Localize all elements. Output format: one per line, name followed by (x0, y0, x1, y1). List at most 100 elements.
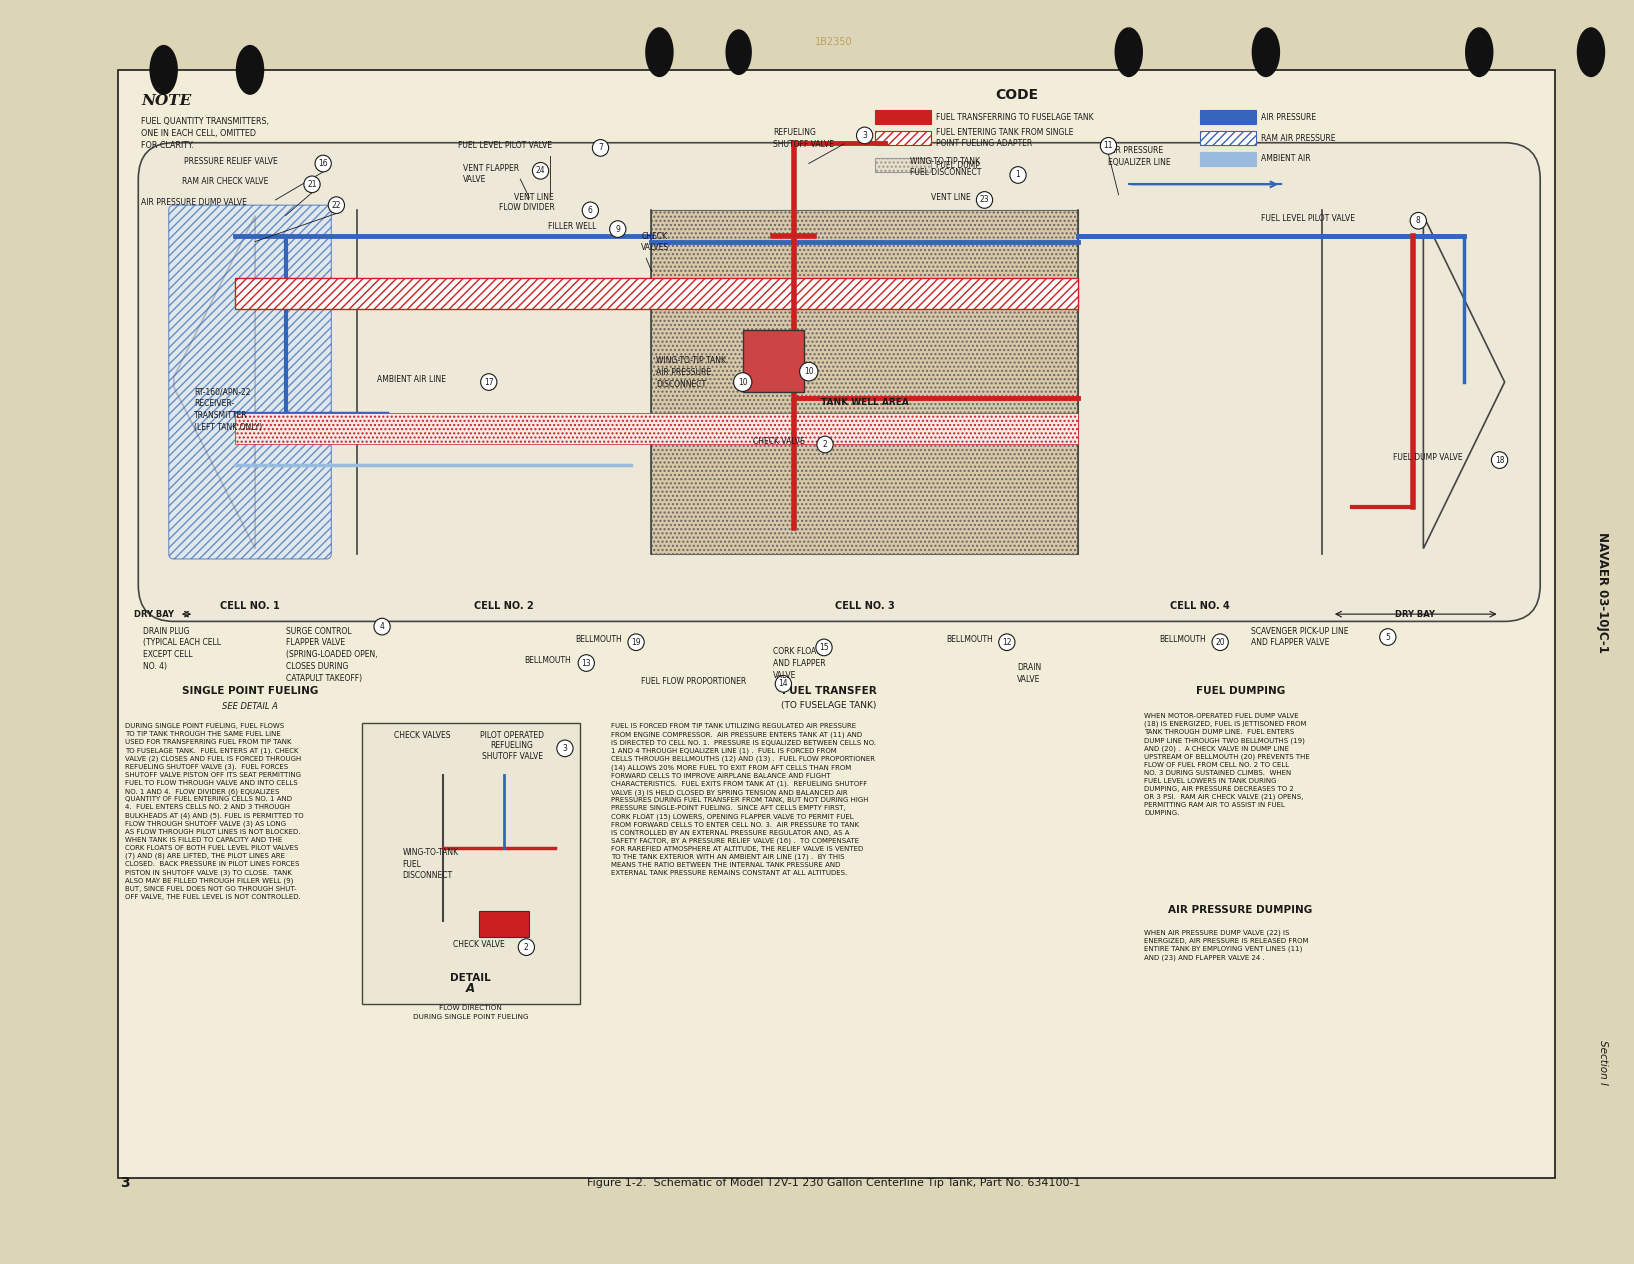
Circle shape (609, 221, 626, 238)
Circle shape (374, 618, 391, 635)
Text: 2: 2 (822, 440, 827, 449)
Circle shape (775, 675, 791, 693)
Text: VALVES: VALVES (641, 243, 670, 252)
Circle shape (998, 633, 1015, 651)
Circle shape (799, 363, 819, 380)
Text: FLOW DIVIDER: FLOW DIVIDER (498, 204, 554, 212)
Text: WHEN AIR PRESSURE DUMP VALVE (22) IS
ENERGIZED, AIR PRESSURE IS RELEASED FROM
EN: WHEN AIR PRESSURE DUMP VALVE (22) IS ENE… (1144, 929, 1309, 961)
Text: VENT FLAPPER: VENT FLAPPER (464, 164, 520, 173)
Text: RAM AIR PRESSURE: RAM AIR PRESSURE (1261, 134, 1335, 143)
Text: SCAVENGER PICK-UP LINE
AND FLAPPER VALVE: SCAVENGER PICK-UP LINE AND FLAPPER VALVE (1250, 627, 1348, 647)
Circle shape (627, 633, 644, 651)
Text: WHEN MOTOR-OPERATED FUEL DUMP VALVE
(18) IS ENERGIZED, FUEL IS JETTISONED FROM
T: WHEN MOTOR-OPERATED FUEL DUMP VALVE (18)… (1144, 713, 1310, 817)
Text: REFUELING: REFUELING (490, 742, 534, 751)
Text: FUEL DISCONNECT: FUEL DISCONNECT (910, 168, 982, 177)
Text: AMBIENT AIR LINE: AMBIENT AIR LINE (377, 375, 446, 384)
Text: RT-160/APN-22
RECEIVER-
TRANSMITTER
(LEFT TANK ONLY): RT-160/APN-22 RECEIVER- TRANSMITTER (LEF… (194, 387, 263, 432)
Text: BELLMOUTH: BELLMOUTH (575, 636, 623, 645)
Text: FUEL LEVEL PILOT VALVE: FUEL LEVEL PILOT VALVE (458, 140, 552, 150)
Circle shape (1212, 633, 1229, 651)
Text: CELL NO. 3: CELL NO. 3 (835, 600, 894, 611)
Text: VENT LINE: VENT LINE (515, 193, 554, 202)
Ellipse shape (149, 46, 178, 95)
Text: EQUALIZER LINE: EQUALIZER LINE (1108, 158, 1172, 167)
Text: 17: 17 (484, 378, 493, 387)
Bar (874, 158, 931, 172)
Text: REFUELING: REFUELING (773, 129, 815, 138)
Text: 21: 21 (307, 179, 317, 188)
Text: BELLMOUTH: BELLMOUTH (946, 636, 992, 645)
Text: 10: 10 (804, 367, 814, 377)
Text: PRESSURE RELIEF VALVE: PRESSURE RELIEF VALVE (185, 157, 278, 166)
Text: PILOT OPERATED: PILOT OPERATED (480, 731, 544, 739)
Text: AIR PRESSURE DUMPING: AIR PRESSURE DUMPING (1168, 905, 1312, 915)
Text: FUEL IS FORCED FROM TIP TANK UTILIZING REGULATED AIR PRESSURE
FROM ENGINE COMPRE: FUEL IS FORCED FROM TIP TANK UTILIZING R… (611, 723, 876, 876)
Text: 15: 15 (819, 643, 828, 652)
Ellipse shape (645, 28, 673, 77)
Text: FUEL QUANTITY TRANSMITTERS,
ONE IN EACH CELL, OMITTED
FOR CLARITY.: FUEL QUANTITY TRANSMITTERS, ONE IN EACH … (141, 116, 270, 150)
Text: DRY BAY: DRY BAY (134, 609, 173, 618)
Text: CHECK VALVE: CHECK VALVE (753, 437, 804, 446)
Text: 10: 10 (739, 378, 747, 387)
Circle shape (817, 436, 833, 453)
Text: DURING SINGLE POINT FUELING: DURING SINGLE POINT FUELING (413, 1014, 528, 1020)
Text: WING-TO-TANK
FUEL
DISCONNECT: WING-TO-TANK FUEL DISCONNECT (402, 848, 459, 880)
Ellipse shape (235, 46, 265, 95)
Circle shape (557, 739, 574, 757)
Text: 3: 3 (562, 743, 567, 753)
Circle shape (518, 939, 534, 956)
Text: 7: 7 (598, 143, 603, 153)
Bar (235, 278, 1078, 310)
Text: BELLMOUTH: BELLMOUTH (1159, 636, 1206, 645)
Text: NAVAER 03-10JC-1: NAVAER 03-10JC-1 (1596, 532, 1609, 652)
Ellipse shape (1577, 28, 1605, 77)
Text: FLOW DIRECTION: FLOW DIRECTION (440, 1005, 502, 1010)
Bar (479, 910, 529, 937)
Bar (1199, 110, 1257, 124)
Text: DRAIN
VALVE: DRAIN VALVE (1016, 664, 1041, 684)
Text: TANK WELL AREA: TANK WELL AREA (820, 398, 909, 407)
Circle shape (315, 155, 332, 172)
Text: VENT LINE: VENT LINE (931, 193, 971, 202)
Text: NOTE: NOTE (141, 94, 191, 107)
Circle shape (578, 655, 595, 671)
Ellipse shape (1252, 28, 1279, 77)
Polygon shape (173, 216, 255, 549)
Text: DETAIL: DETAIL (449, 973, 490, 983)
Text: 4: 4 (379, 622, 384, 631)
FancyBboxPatch shape (139, 143, 1541, 622)
Text: WING-TO-TIP TANK: WING-TO-TIP TANK (910, 157, 980, 166)
Text: 9: 9 (616, 225, 621, 234)
Circle shape (1010, 167, 1026, 183)
Text: CELL NO. 2: CELL NO. 2 (474, 600, 534, 611)
Text: CHECK: CHECK (641, 233, 667, 241)
Text: 14: 14 (778, 679, 788, 689)
Text: 5: 5 (1386, 632, 1391, 642)
Text: Figure 1-2.  Schematic of Model T2V-1 230 Gallon Centerline Tip Tank, Part No. 6: Figure 1-2. Schematic of Model T2V-1 230… (587, 1178, 1082, 1188)
Text: 3: 3 (863, 131, 868, 140)
Text: 20: 20 (1216, 638, 1226, 647)
Text: 23: 23 (980, 196, 989, 205)
Bar (874, 131, 931, 145)
Circle shape (533, 163, 549, 179)
Text: CELL NO. 4: CELL NO. 4 (1170, 600, 1230, 611)
Circle shape (328, 197, 345, 214)
Text: 12: 12 (1002, 638, 1011, 647)
Text: Section I: Section I (1598, 1040, 1608, 1086)
Text: DURING SINGLE POINT FUELING, FUEL FLOWS
TO TIP TANK THROUGH THE SAME FUEL LINE
U: DURING SINGLE POINT FUELING, FUEL FLOWS … (126, 723, 304, 900)
Text: SHUTOFF VALVE: SHUTOFF VALVE (482, 752, 542, 761)
Text: 13: 13 (582, 659, 592, 667)
Ellipse shape (1466, 28, 1493, 77)
Text: AIR PRESSURE DUMP VALVE: AIR PRESSURE DUMP VALVE (141, 198, 247, 207)
Circle shape (582, 202, 598, 219)
Bar (235, 413, 1078, 445)
Text: FUEL DUMP: FUEL DUMP (936, 161, 980, 169)
Circle shape (734, 373, 752, 392)
Circle shape (480, 374, 497, 391)
Text: FUEL TRANSFER: FUEL TRANSFER (781, 686, 876, 696)
Circle shape (1492, 451, 1508, 469)
Text: 8: 8 (1417, 216, 1420, 225)
Text: DRY BAY: DRY BAY (1395, 609, 1435, 618)
Text: 6: 6 (588, 206, 593, 215)
Circle shape (1379, 628, 1395, 646)
